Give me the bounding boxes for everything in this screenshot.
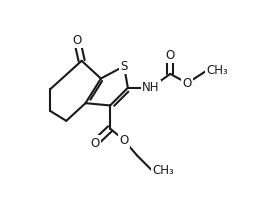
Text: NH: NH [142, 81, 160, 94]
Text: CH₃: CH₃ [206, 64, 228, 77]
Text: O: O [166, 49, 175, 62]
Text: S: S [120, 60, 128, 73]
Text: O: O [183, 77, 192, 90]
Text: O: O [73, 34, 82, 46]
Text: O: O [90, 137, 99, 150]
Text: O: O [119, 134, 129, 147]
Text: CH₃: CH₃ [153, 164, 174, 177]
